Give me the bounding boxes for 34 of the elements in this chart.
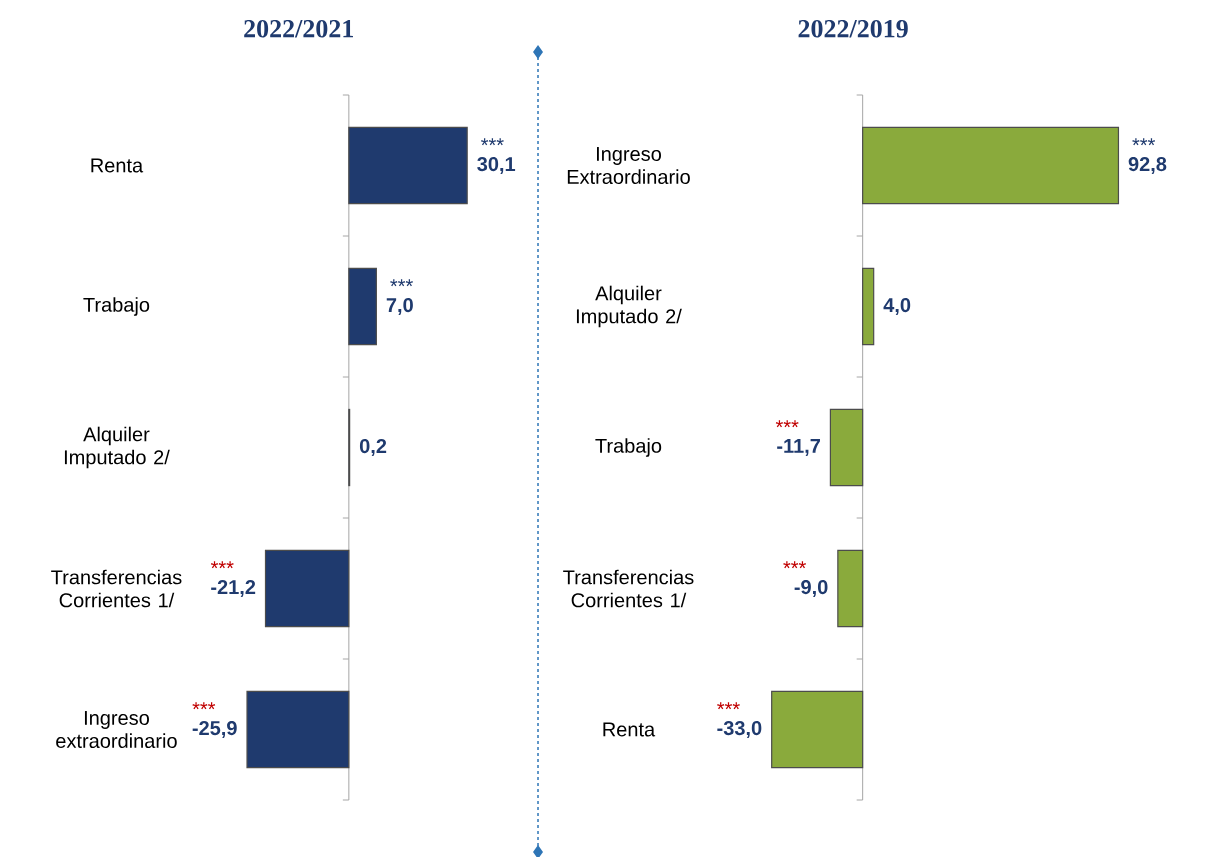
y-tick-label: Alquiler Imputado 2/ bbox=[64, 426, 170, 469]
annotation: *** bbox=[481, 138, 504, 146]
bar bbox=[348, 267, 377, 346]
data-label: -25,9 bbox=[192, 720, 237, 739]
y-tick-label: Renta bbox=[91, 158, 144, 173]
annotation: *** bbox=[210, 561, 234, 569]
data-label: -11,7 bbox=[777, 439, 820, 456]
bar bbox=[348, 126, 468, 205]
data-label: -21,2 bbox=[211, 579, 256, 598]
data-label: -9,0 bbox=[794, 579, 828, 598]
y-tick-label: Alquiler Imputado 2/ bbox=[576, 285, 682, 328]
y-tick-label: Transferencias Corrientes 1/ bbox=[51, 569, 182, 608]
data-label: 30,1 bbox=[477, 156, 516, 175]
chart-title: 2022/2021 bbox=[244, 19, 353, 38]
y-tick-label: Ingreso Extraordinario bbox=[567, 147, 690, 184]
chart-title: 2022/2019 bbox=[798, 19, 908, 38]
annotation: *** bbox=[1132, 138, 1156, 146]
annotation: *** bbox=[390, 279, 413, 287]
annotation: *** bbox=[717, 702, 740, 710]
data-label: 92,8 bbox=[1128, 156, 1167, 175]
data-label: 7,0 bbox=[386, 297, 413, 316]
bar bbox=[264, 549, 350, 628]
y-tick-label: Trabajo bbox=[595, 438, 662, 457]
y-tick-label: Transferencias Corrientes 1/ bbox=[563, 569, 694, 608]
y-tick-label: Trabajo bbox=[83, 297, 150, 316]
annotation: *** bbox=[192, 702, 216, 710]
bar bbox=[246, 690, 350, 769]
data-label: 0,2 bbox=[359, 438, 387, 457]
annotation: *** bbox=[775, 420, 799, 428]
y-tick-label: Ingreso extraordinario bbox=[56, 711, 177, 748]
annotation: *** bbox=[783, 561, 806, 569]
data-label: -33,0 bbox=[717, 720, 762, 739]
y-tick-label: Renta bbox=[603, 722, 656, 737]
data-label: 4,0 bbox=[883, 297, 911, 316]
